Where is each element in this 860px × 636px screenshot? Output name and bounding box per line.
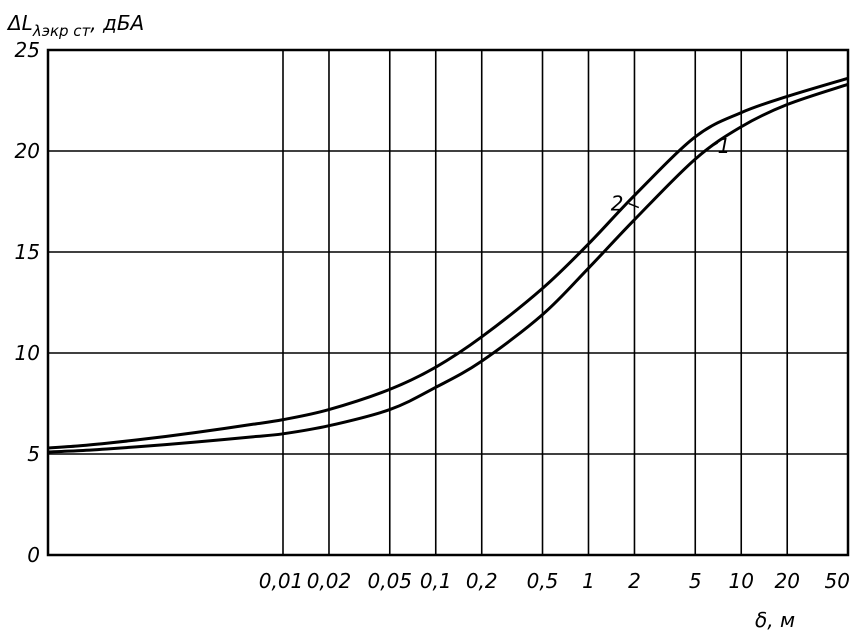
x-tick-label: 20 xyxy=(774,569,799,593)
y-axis-label: ΔLλэкр ст, дБА xyxy=(6,11,144,40)
series-1-label: 1 xyxy=(718,134,731,158)
x-tick-label: 1 xyxy=(582,569,595,593)
y-tick-label: 15 xyxy=(15,240,40,264)
x-tick-label: 10 xyxy=(729,569,754,593)
x-tick-label: 0,2 xyxy=(466,569,498,593)
y-tick-label: 10 xyxy=(15,341,40,365)
series-1-leader xyxy=(703,142,718,152)
plot-frame xyxy=(46,48,850,557)
series-2-label: 2 xyxy=(611,192,624,216)
series-2-line xyxy=(47,76,849,450)
y-tick-label: 5 xyxy=(27,442,40,466)
x-tick-label: 0,05 xyxy=(367,569,412,593)
x-tick-label: 50 xyxy=(825,569,850,593)
x-axis-label: δ, м xyxy=(755,608,795,632)
y-axis-label-unit: , дБА xyxy=(90,11,144,35)
x-tick-label: 2 xyxy=(628,569,641,593)
x-tick-label: 0,5 xyxy=(527,569,559,593)
x-tick-label: 5 xyxy=(689,569,702,593)
y-axis-label-subscript: λэкр ст xyxy=(32,22,92,40)
curves: 12 xyxy=(47,76,849,454)
y-tick-label: 25 xyxy=(15,38,40,62)
series-1-line xyxy=(47,82,849,454)
x-tick-label: 0,02 xyxy=(307,569,352,593)
x-tick-label: 0,01 xyxy=(259,569,304,593)
grid xyxy=(48,50,848,555)
y-axis-label-main: ΔL xyxy=(6,11,33,35)
series-2-leader xyxy=(628,202,640,209)
y-tick-label: 0 xyxy=(27,543,40,567)
x-tick-label: 0,1 xyxy=(420,569,452,593)
y-tick-label: 20 xyxy=(15,139,40,163)
